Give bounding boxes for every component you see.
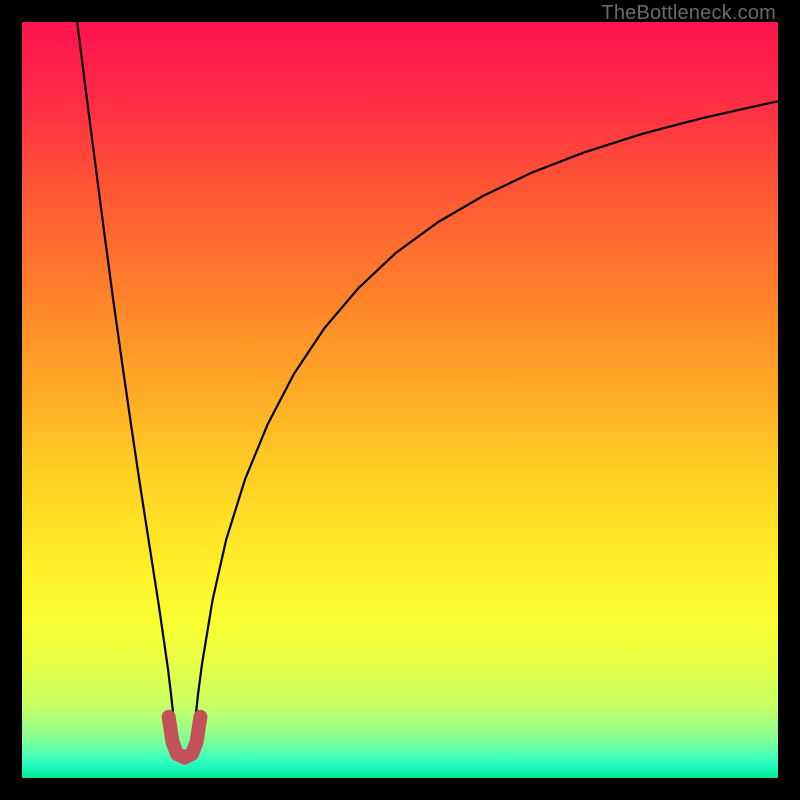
- vertex-marker: [169, 717, 201, 758]
- bottleneck-curve: [77, 22, 778, 721]
- chart-area: [22, 22, 778, 778]
- watermark-text: TheBottleneck.com: [601, 2, 776, 25]
- curve-layer: [22, 22, 778, 778]
